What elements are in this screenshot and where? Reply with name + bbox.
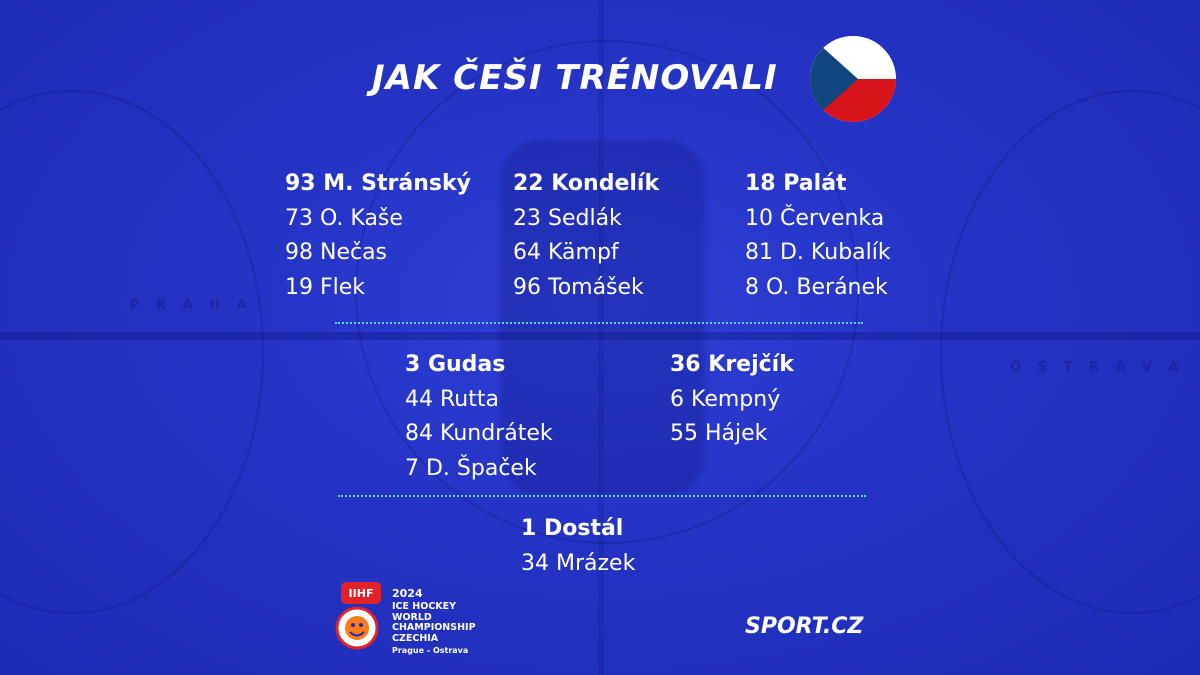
event-year: 2024: [392, 587, 423, 600]
line-center: 93 M. Stránský: [285, 171, 471, 196]
pair-lead: 36 Krejčík: [670, 352, 794, 377]
pair-player: 55 Hájek: [670, 421, 768, 446]
page-title: JAK ČEŠI TRÉNOVALI: [372, 58, 778, 98]
pair-player: 84 Kundrátek: [405, 421, 553, 446]
forward-line-3: 18 Palát 10 Červenka 81 D. Kubalík 8 O. …: [745, 167, 1055, 305]
iihf-logo: IIHF: [335, 582, 387, 658]
line-player: 98 Nečas: [285, 240, 388, 265]
pair-player: 44 Rutta: [405, 386, 499, 412]
championship-label: 2024 ICE HOCKEY WORLD CHAMPIONSHIP CZECH…: [392, 586, 476, 657]
event-cities: Prague - Ostrava: [392, 646, 469, 655]
line-center: 18 Palát: [745, 171, 847, 196]
line-player: 96 Tomášek: [513, 274, 644, 300]
starting-goalie: 1 Dostál: [521, 516, 624, 541]
line-player: 64 Kämpf: [513, 240, 619, 265]
line-player: 10 Červenka: [745, 205, 885, 231]
line-player: 8 O. Beránek: [745, 274, 888, 300]
event-line: CHAMPIONSHIP: [392, 622, 476, 633]
line-player: 81 D. Kubalík: [745, 240, 891, 265]
background-watermark: O S T R A V A: [1010, 360, 1185, 375]
line-player: 73 O. Kaše: [285, 205, 403, 231]
section-divider: [335, 322, 863, 324]
section-divider: [338, 495, 866, 497]
line-player: 19 Flek: [285, 274, 366, 300]
pair-player: 6 Kempný: [670, 386, 781, 412]
defense-pair-1: 3 Gudas 44 Rutta 84 Kundrátek 7 D. Špače…: [405, 348, 715, 486]
pair-lead: 3 Gudas: [405, 352, 506, 377]
pair-player: 7 D. Špaček: [405, 455, 537, 481]
event-line: ICE HOCKEY: [392, 601, 457, 612]
defense-pair-2: 36 Krejčík 6 Kempný 55 Hájek: [670, 348, 980, 452]
iihf-badge-text: IIHF: [349, 587, 374, 600]
backup-goalie: 34 Mrázek: [521, 550, 636, 576]
forward-line-1: 93 M. Stránský 73 O. Kaše 98 Nečas 19 Fl…: [285, 167, 595, 305]
event-line: CZECHIA: [392, 632, 439, 644]
line-player: 23 Sedlák: [513, 205, 622, 231]
brand-logo: SPORT.CZ: [745, 614, 864, 639]
czech-flag-icon: [810, 36, 896, 122]
line-center: 22 Kondelík: [513, 171, 660, 196]
blurred-background-logo: [500, 140, 705, 495]
faceoff-circle: [355, 40, 859, 544]
forward-line-2: 22 Kondelík 23 Sedlák 64 Kämpf 96 Tomáše…: [513, 167, 823, 305]
event-line: WORLD: [392, 611, 432, 623]
goalies: 1 Dostál 34 Mrázek: [521, 512, 831, 581]
background-watermark: P R A H A: [130, 298, 253, 313]
left-rink-arc: [0, 90, 264, 614]
